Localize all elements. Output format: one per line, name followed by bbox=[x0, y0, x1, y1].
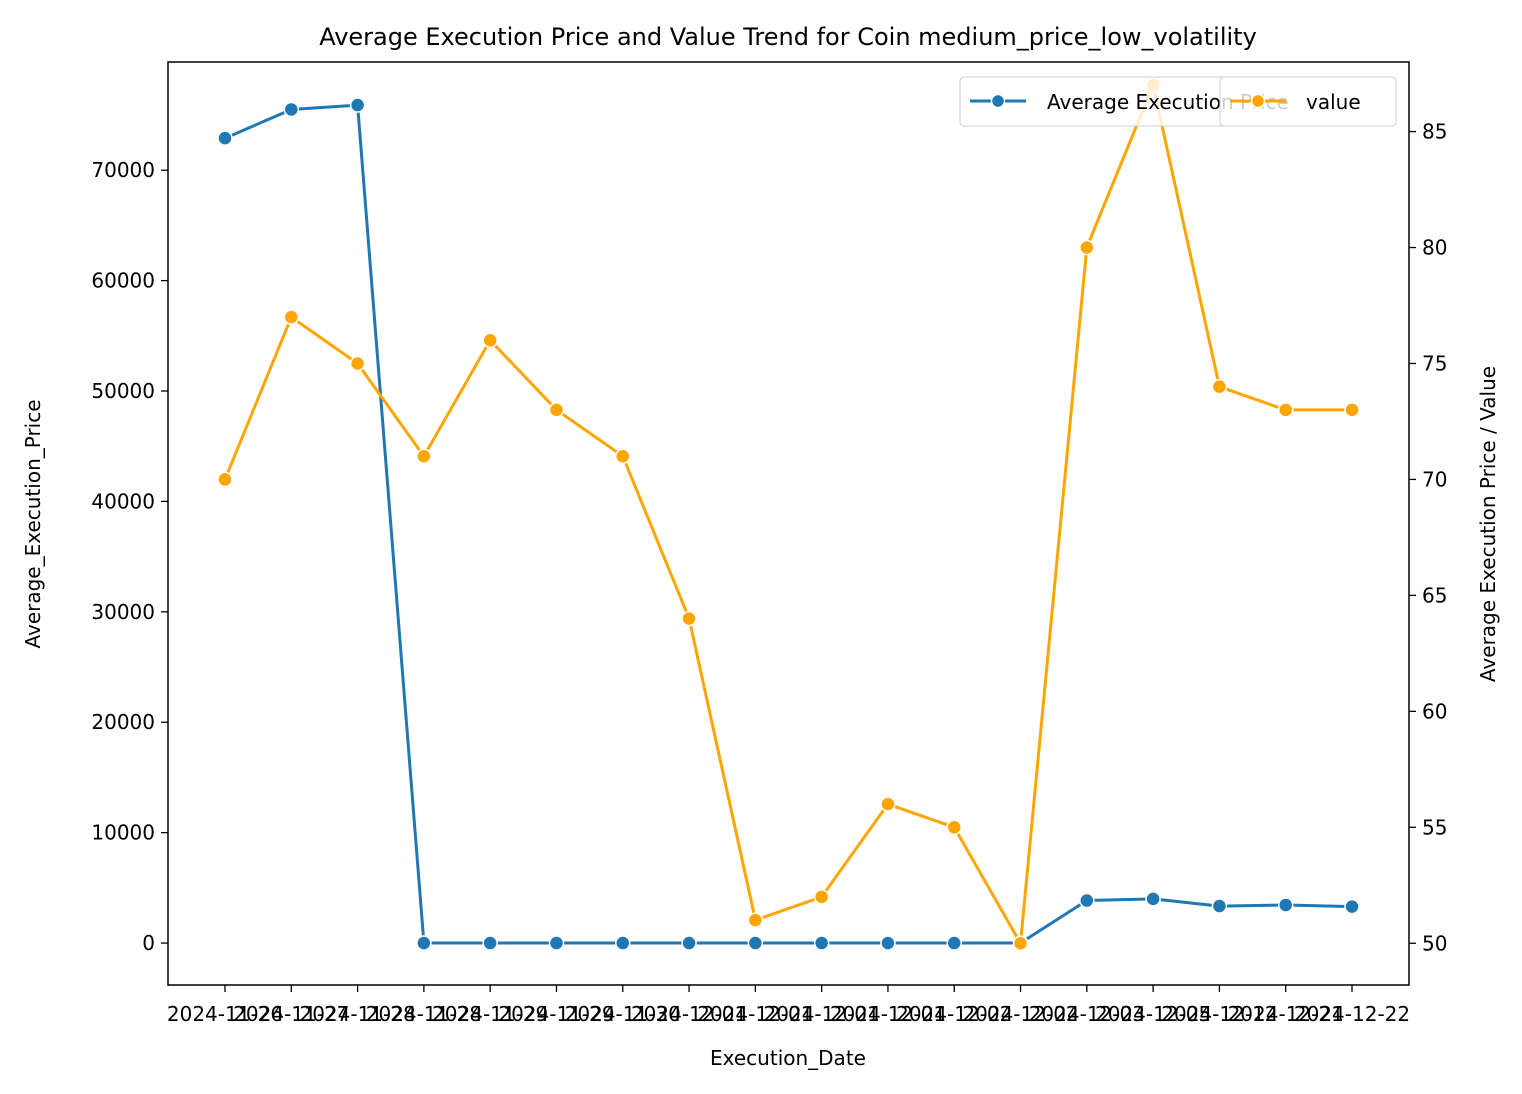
y-left-tick-label: 0 bbox=[142, 931, 155, 955]
y-left-tick-label: 10000 bbox=[91, 821, 155, 845]
x-tick-label: 2024-11-29 bbox=[498, 1002, 614, 1026]
data-point bbox=[946, 819, 962, 836]
series-layer bbox=[217, 77, 1360, 952]
y-left-tick-label: 60000 bbox=[91, 269, 155, 293]
x-tick-label: 2024-11-28 bbox=[299, 1002, 415, 1026]
data-point bbox=[349, 355, 366, 372]
data-point bbox=[1344, 898, 1360, 915]
x-tick-label: 2024-12-01 bbox=[830, 1002, 946, 1026]
x-tick-label: 2024-12-21 bbox=[1228, 1002, 1344, 1026]
data-point bbox=[880, 935, 896, 951]
x-tick-label: 2024-12-02 bbox=[962, 1002, 1078, 1026]
legend-value: value bbox=[1219, 76, 1397, 127]
legend-value-box bbox=[1219, 76, 1397, 127]
series-price bbox=[217, 97, 1360, 951]
y-left-tick-label: 50000 bbox=[91, 379, 155, 403]
data-point bbox=[681, 610, 697, 627]
x-tick-label: 2024-11-26 bbox=[167, 1002, 283, 1026]
x-tick-label: 2024-12-22 bbox=[1294, 1002, 1410, 1026]
data-point bbox=[482, 332, 498, 349]
y-left-tick-label: 40000 bbox=[91, 489, 155, 513]
data-point bbox=[283, 101, 300, 118]
data-point bbox=[1079, 239, 1095, 256]
data-point bbox=[1079, 892, 1095, 909]
data-point bbox=[747, 912, 764, 928]
y-axis-left-label: Average_Execution_Price bbox=[21, 399, 45, 648]
y-right-tick-label: 80 bbox=[1422, 236, 1447, 260]
data-point bbox=[416, 935, 432, 951]
x-tick-label: 2024-12-05 bbox=[1095, 1002, 1211, 1026]
x-tick-label: 2024-11-28 bbox=[366, 1002, 482, 1026]
x-axis-ticks: 2024-11-262024-11-272024-11-282024-11-28… bbox=[167, 985, 1410, 1026]
x-tick-label: 2024-12-03 bbox=[1029, 1002, 1145, 1026]
data-point bbox=[1012, 935, 1029, 952]
series-line bbox=[224, 103, 1353, 945]
legend-price-marker bbox=[990, 93, 1006, 109]
data-point bbox=[1277, 402, 1294, 418]
y-left-tick-label: 30000 bbox=[91, 600, 155, 624]
data-point bbox=[349, 97, 366, 113]
data-point bbox=[482, 935, 498, 951]
y-axis-right-label: Average Execution Price / Value bbox=[1476, 366, 1500, 682]
y-right-tick-label: 50 bbox=[1422, 931, 1447, 955]
data-point bbox=[681, 935, 697, 951]
x-tick-label: 2024-12-01 bbox=[764, 1002, 880, 1026]
data-point bbox=[1277, 897, 1294, 913]
y-right-tick-label: 55 bbox=[1422, 815, 1447, 839]
x-tick-label: 2024-12-02 bbox=[896, 1002, 1012, 1026]
y-left-tick-label: 20000 bbox=[91, 710, 155, 734]
data-point bbox=[615, 935, 631, 951]
legend-value-marker bbox=[1250, 93, 1266, 109]
x-axis-label: Execution_Date bbox=[710, 1046, 866, 1070]
data-point bbox=[548, 935, 565, 951]
data-point bbox=[548, 402, 565, 418]
data-point bbox=[615, 448, 631, 464]
data-point bbox=[1211, 898, 1228, 914]
x-tick-label: 2024-11-30 bbox=[565, 1002, 681, 1026]
legend-value-label: value bbox=[1306, 90, 1361, 114]
chart-title: Average Execution Price and Value Trend … bbox=[319, 23, 1257, 51]
data-point bbox=[217, 130, 233, 146]
data-point bbox=[813, 889, 830, 905]
y-axis-right-ticks: 50 55 60 65 70 75 80 85 bbox=[1409, 120, 1447, 955]
x-tick-label: 2024-11-27 bbox=[233, 1002, 349, 1026]
x-tick-label: 2024-12-01 bbox=[631, 1002, 747, 1026]
data-point bbox=[813, 935, 830, 951]
data-point bbox=[1145, 891, 1161, 907]
x-tick-label: 2024-12-01 bbox=[697, 1002, 813, 1026]
data-point bbox=[283, 309, 300, 325]
y-right-tick-label: 75 bbox=[1422, 351, 1447, 375]
x-tick-label: 2024-12-12 bbox=[1161, 1002, 1277, 1026]
data-point bbox=[880, 796, 896, 812]
data-point bbox=[217, 471, 233, 488]
y-left-tick-label: 70000 bbox=[91, 158, 155, 182]
data-point bbox=[1344, 402, 1360, 418]
series-line bbox=[223, 83, 1352, 945]
y-axis-left-ticks: 0 10000 20000 30000 40000 50000 60000 70000 bbox=[91, 158, 168, 955]
data-point bbox=[1211, 378, 1228, 395]
y-right-tick-label: 70 bbox=[1422, 467, 1447, 491]
data-point bbox=[946, 935, 962, 951]
y-right-tick-label: 65 bbox=[1422, 583, 1447, 607]
x-tick-label: 2024-11-29 bbox=[432, 1002, 548, 1026]
data-point bbox=[416, 448, 432, 464]
y-right-tick-label: 85 bbox=[1422, 120, 1447, 144]
data-point bbox=[747, 935, 764, 951]
y-right-tick-label: 60 bbox=[1422, 699, 1447, 723]
plot-frame bbox=[167, 61, 1410, 986]
